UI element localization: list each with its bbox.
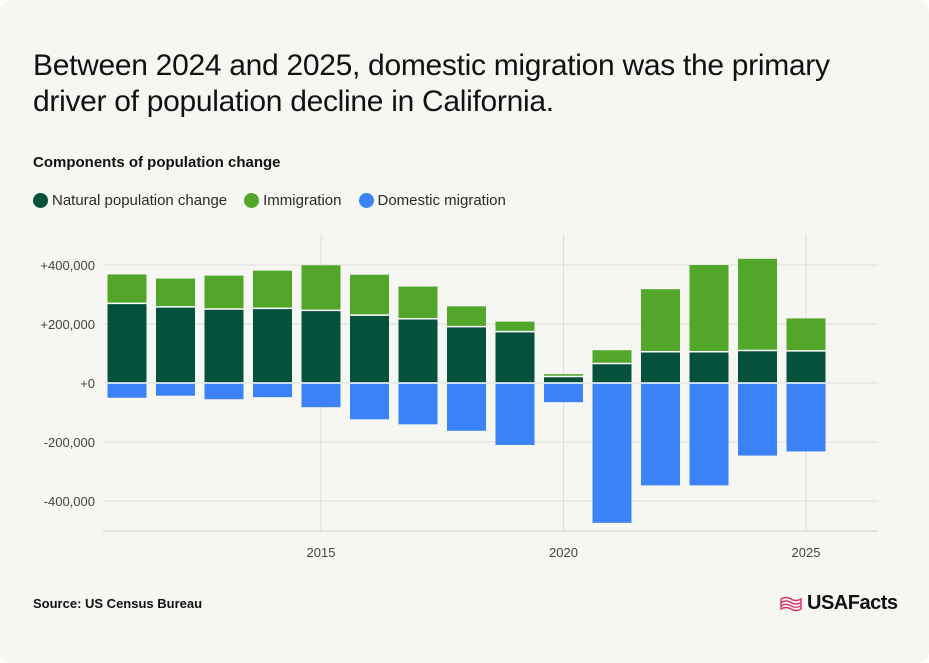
bar-domestic-2022 [641,383,680,486]
chart-subtitle: Components of population change [33,154,281,171]
bar-natural-2013 [204,308,244,383]
legend-item-natural: Natural population change [33,192,227,209]
legend-label-immigration: Immigration [263,192,342,209]
usafacts-flag-icon [780,596,802,611]
bar-domestic-2017 [398,383,438,425]
bar-domestic-2024 [738,383,777,456]
legend-label-natural: Natural population change [52,192,228,209]
bar-domestic-2021 [592,383,632,523]
bar-immigration-2018 [447,306,486,327]
bar-natural-2021 [592,363,632,383]
bar-immigration-2014 [253,270,292,309]
bar-domestic-2012 [156,383,195,396]
bar-natural-2022 [641,351,680,383]
bar-natural-2016 [350,315,389,383]
bar-immigration-2012 [156,278,195,307]
y-tick-label: +0 [80,376,95,391]
bar-immigration-2024 [738,258,777,351]
source-note: Source: US Census Bureau [33,596,203,611]
bar-domestic-2023 [689,383,729,486]
legend-label-domestic: Domestic migration [377,192,506,209]
bar-immigration-2025 [786,318,826,351]
bar-immigration-2011 [107,274,147,304]
legend-swatch-domestic [358,193,374,208]
bar-natural-2019 [495,331,535,383]
brand-name: USAFacts [807,592,898,614]
bar-immigration-2020 [544,374,583,377]
bar-immigration-2015 [301,265,341,311]
bar-natural-2014 [253,308,292,383]
brand-logo: USAFacts [779,592,898,615]
bar-natural-2024 [738,350,777,383]
y-tick-label: -200,000 [44,435,95,450]
bar-natural-2012 [156,306,195,383]
bar-natural-2025 [786,350,826,383]
x-tick-label: 2025 [792,545,821,560]
bar-domestic-2013 [204,383,244,400]
y-tick-label: +400,000 [40,258,95,273]
legend-swatch-natural [33,193,48,208]
x-tick-label: 2020 [549,545,578,560]
bar-immigration-2021 [592,350,632,364]
bar-domestic-2016 [350,383,389,420]
chart-title: Between 2024 and 2025, domestic migratio… [33,49,830,118]
bar-immigration-2023 [689,265,729,352]
bar-domestic-2018 [447,383,486,431]
legend: Natural population change Immigration Do… [33,192,523,209]
y-tick-label: +200,000 [40,317,95,332]
bar-domestic-2020 [544,383,583,403]
bar-domestic-2011 [107,383,147,398]
bar-natural-2023 [689,351,729,383]
bar-immigration-2013 [204,275,244,309]
bar-natural-2020 [544,376,583,383]
bar-domestic-2014 [253,383,292,398]
bar-immigration-2019 [495,321,535,332]
bar-natural-2018 [447,326,486,383]
bar-domestic-2019 [495,383,535,445]
bar-immigration-2016 [350,274,389,316]
legend-item-domestic: Domestic migration [358,192,506,209]
bar-immigration-2022 [641,289,680,352]
bar-domestic-2015 [301,383,341,408]
x-tick-label: 2015 [307,545,336,560]
bar-natural-2015 [301,310,341,383]
bar-domestic-2025 [786,383,826,452]
legend-swatch-immigration [244,193,260,208]
y-tick-label: -400,000 [44,494,95,509]
bar-natural-2017 [398,318,438,383]
legend-item-immigration: Immigration [244,192,342,209]
bar-immigration-2017 [398,286,438,319]
bar-natural-2011 [107,303,147,383]
